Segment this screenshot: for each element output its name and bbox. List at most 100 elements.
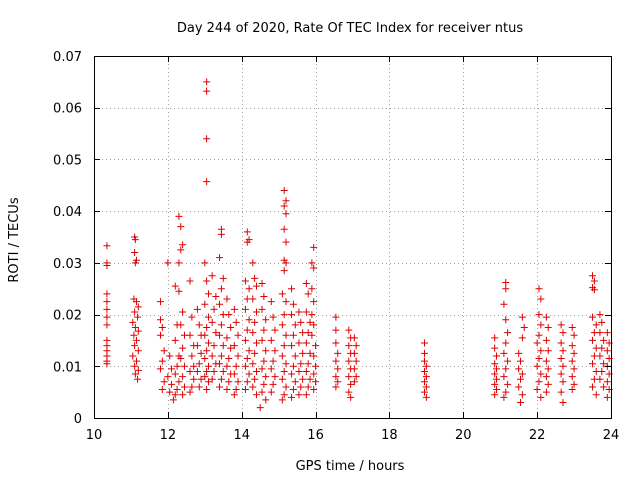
data-point xyxy=(203,87,211,95)
data-point xyxy=(280,367,288,375)
data-point xyxy=(219,342,227,350)
data-point xyxy=(334,349,342,357)
data-point xyxy=(332,339,340,347)
data-point xyxy=(131,342,139,350)
data-point xyxy=(306,375,314,383)
data-point xyxy=(131,249,139,257)
data-point xyxy=(271,347,279,355)
data-point xyxy=(308,311,316,319)
data-point xyxy=(535,378,543,386)
data-point xyxy=(537,370,545,378)
data-point xyxy=(203,277,211,285)
data-point xyxy=(131,370,139,378)
data-point xyxy=(217,230,225,238)
data-point xyxy=(186,367,194,375)
data-point xyxy=(193,367,201,375)
data-point xyxy=(171,282,179,290)
data-point xyxy=(204,339,212,347)
y-tick-label: 0.05 xyxy=(53,153,82,168)
data-point xyxy=(493,386,501,394)
data-point xyxy=(557,355,565,363)
data-point xyxy=(297,360,305,368)
data-point xyxy=(515,365,523,373)
data-point xyxy=(304,383,312,391)
data-point xyxy=(332,373,340,381)
data-point xyxy=(188,352,196,360)
axis-ticks xyxy=(94,56,612,419)
data-point xyxy=(252,282,260,290)
data-point xyxy=(295,367,303,375)
data-point xyxy=(542,388,550,396)
data-point xyxy=(216,300,224,308)
data-point xyxy=(225,311,233,319)
data-point xyxy=(589,313,597,321)
data-point xyxy=(295,308,303,316)
data-point xyxy=(347,380,355,388)
data-point xyxy=(249,295,257,303)
y-tick-label: 0.04 xyxy=(53,205,82,220)
data-point xyxy=(177,321,185,329)
data-point xyxy=(258,365,266,373)
data-point xyxy=(542,373,550,381)
data-point xyxy=(252,367,260,375)
data-point xyxy=(535,355,543,363)
data-point xyxy=(491,370,499,378)
data-point xyxy=(589,336,597,344)
data-point xyxy=(491,360,499,368)
data-point xyxy=(251,349,259,357)
data-point xyxy=(310,321,318,329)
data-point xyxy=(350,334,358,342)
data-point xyxy=(190,375,198,383)
data-point xyxy=(520,324,528,331)
data-point xyxy=(132,357,140,365)
data-point xyxy=(500,349,508,357)
data-point xyxy=(252,339,260,347)
data-point xyxy=(515,349,523,357)
data-point xyxy=(217,285,225,293)
data-point xyxy=(310,386,318,394)
data-point xyxy=(227,344,235,352)
data-point xyxy=(171,336,179,344)
data-point xyxy=(186,277,194,285)
data-point xyxy=(256,404,264,412)
data-point xyxy=(542,357,550,365)
data-point xyxy=(103,360,111,368)
data-point xyxy=(269,313,277,321)
data-point xyxy=(243,238,251,246)
data-point xyxy=(169,396,177,404)
data-point xyxy=(291,378,299,386)
data-point xyxy=(535,311,543,319)
data-point xyxy=(502,285,510,293)
data-point xyxy=(103,290,111,298)
data-point xyxy=(345,357,353,365)
data-point xyxy=(217,375,225,383)
data-point xyxy=(288,311,296,319)
data-point xyxy=(535,331,543,339)
data-point xyxy=(258,305,266,313)
data-point xyxy=(260,357,268,365)
data-point xyxy=(308,259,316,267)
data-point xyxy=(208,272,216,280)
data-point xyxy=(258,280,266,288)
data-point xyxy=(537,321,545,329)
data-point xyxy=(168,380,176,388)
data-point xyxy=(557,388,565,396)
data-point xyxy=(179,344,187,352)
data-point xyxy=(188,313,196,321)
data-point xyxy=(559,329,567,337)
data-point xyxy=(193,305,201,313)
data-point xyxy=(421,388,429,396)
data-point xyxy=(186,388,194,396)
data-point xyxy=(134,327,142,335)
data-point xyxy=(201,259,209,267)
data-point xyxy=(598,318,606,326)
data-point xyxy=(201,373,209,381)
data-point xyxy=(103,321,111,329)
x-tick-labels: 10 12 14 16 18 20 22 24 xyxy=(86,428,620,443)
data-point xyxy=(219,367,227,375)
data-point xyxy=(350,378,358,386)
data-point xyxy=(177,223,185,231)
data-point xyxy=(537,347,545,355)
data-point xyxy=(517,375,525,383)
data-point xyxy=(171,370,179,378)
